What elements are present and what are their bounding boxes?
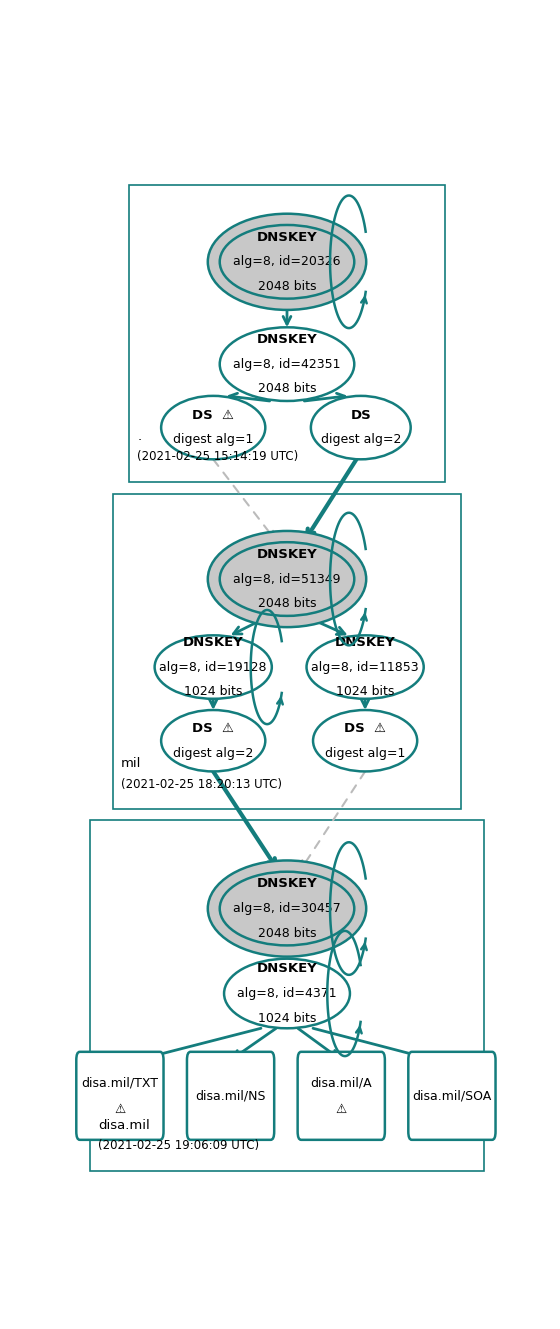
Text: 1024 bits: 1024 bits	[336, 686, 394, 698]
FancyBboxPatch shape	[76, 1051, 164, 1140]
Ellipse shape	[208, 214, 366, 310]
Text: DNSKEY: DNSKEY	[256, 231, 318, 243]
Text: 2048 bits: 2048 bits	[258, 597, 316, 610]
Ellipse shape	[155, 635, 272, 699]
Text: 1024 bits: 1024 bits	[258, 1011, 316, 1025]
Text: DS  ⚠: DS ⚠	[192, 409, 234, 421]
Text: digest alg=1: digest alg=1	[173, 433, 254, 447]
Text: alg=8, id=4371: alg=8, id=4371	[237, 987, 337, 999]
Text: (2021-02-25 15:14:19 UTC): (2021-02-25 15:14:19 UTC)	[137, 451, 298, 464]
Text: DNSKEY: DNSKEY	[256, 877, 318, 890]
Text: ⚠: ⚠	[335, 1103, 347, 1115]
Ellipse shape	[208, 532, 366, 627]
Text: alg=8, id=51349: alg=8, id=51349	[234, 573, 340, 586]
Text: disa.mil/A: disa.mil/A	[310, 1076, 372, 1088]
FancyBboxPatch shape	[129, 185, 445, 482]
Text: ⚠: ⚠	[114, 1103, 125, 1115]
Ellipse shape	[220, 542, 354, 615]
Text: disa.mil: disa.mil	[98, 1119, 150, 1132]
Text: (2021-02-25 19:06:09 UTC): (2021-02-25 19:06:09 UTC)	[98, 1139, 259, 1152]
Text: .: .	[137, 431, 141, 443]
Text: 2048 bits: 2048 bits	[258, 926, 316, 940]
Ellipse shape	[220, 327, 354, 401]
Text: DNSKEY: DNSKEY	[256, 548, 318, 561]
Text: DS  ⚠: DS ⚠	[344, 722, 386, 735]
Ellipse shape	[311, 396, 410, 460]
Text: disa.mil/SOA: disa.mil/SOA	[412, 1090, 492, 1102]
FancyBboxPatch shape	[297, 1051, 385, 1140]
Text: DNSKEY: DNSKEY	[256, 334, 318, 346]
Ellipse shape	[224, 958, 350, 1029]
Ellipse shape	[220, 225, 354, 299]
Text: 2048 bits: 2048 bits	[258, 383, 316, 395]
FancyBboxPatch shape	[113, 494, 461, 809]
Text: disa.mil/TXT: disa.mil/TXT	[81, 1076, 158, 1088]
FancyBboxPatch shape	[408, 1051, 496, 1140]
Text: 2048 bits: 2048 bits	[258, 280, 316, 292]
Text: alg=8, id=20326: alg=8, id=20326	[234, 255, 340, 268]
Text: DNSKEY: DNSKEY	[335, 637, 395, 649]
Text: 1024 bits: 1024 bits	[184, 686, 242, 698]
Text: disa.mil/NS: disa.mil/NS	[195, 1090, 266, 1102]
Text: digest alg=2: digest alg=2	[320, 433, 401, 447]
Ellipse shape	[306, 635, 424, 699]
Text: digest alg=2: digest alg=2	[173, 747, 254, 759]
Ellipse shape	[161, 396, 265, 460]
Ellipse shape	[161, 710, 265, 771]
FancyBboxPatch shape	[187, 1051, 274, 1140]
Text: DS  ⚠: DS ⚠	[192, 722, 234, 735]
Ellipse shape	[220, 872, 354, 945]
Ellipse shape	[313, 710, 417, 771]
Ellipse shape	[208, 860, 366, 957]
Text: alg=8, id=42351: alg=8, id=42351	[234, 358, 340, 371]
Text: DNSKEY: DNSKEY	[256, 962, 318, 975]
Text: DNSKEY: DNSKEY	[183, 637, 244, 649]
Text: alg=8, id=11853: alg=8, id=11853	[311, 661, 419, 674]
FancyBboxPatch shape	[90, 820, 484, 1171]
Text: DS: DS	[351, 409, 371, 421]
Text: digest alg=1: digest alg=1	[325, 747, 405, 759]
Text: alg=8, id=19128: alg=8, id=19128	[160, 661, 267, 674]
Text: (2021-02-25 18:20:13 UTC): (2021-02-25 18:20:13 UTC)	[121, 777, 282, 791]
Text: alg=8, id=30457: alg=8, id=30457	[233, 902, 341, 916]
Text: mil: mil	[121, 758, 142, 771]
